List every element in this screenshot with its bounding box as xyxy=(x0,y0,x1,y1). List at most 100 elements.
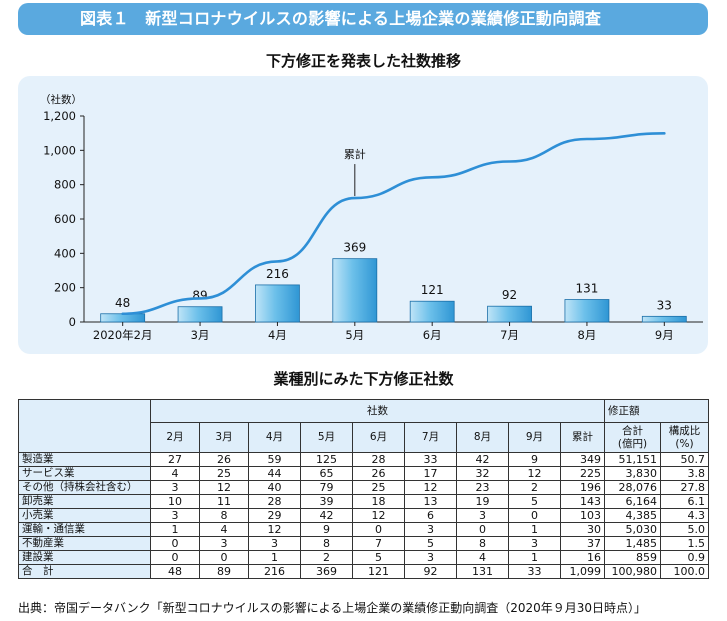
x-tick-label: 5月 xyxy=(345,328,364,342)
bar xyxy=(487,305,532,323)
industry-table: 社数 修正額 2月 3月 4月 5月 6月 7月 8月 9月 累計 合計 (億円) 構成比 (%) 製造… xyxy=(18,399,710,579)
month-value: 12 xyxy=(404,480,457,495)
y-tick-label: 200 xyxy=(54,281,76,295)
ratio-value: 0.9 xyxy=(660,550,710,565)
month-value: 2 xyxy=(508,480,561,495)
ratio-value: 6.1 xyxy=(660,494,710,509)
month-value: 125 xyxy=(300,452,353,467)
y-tick-label: 1,000 xyxy=(43,143,76,157)
month-value: 79 xyxy=(300,480,353,495)
table-row: 運輸・通信業 1 4 12 9 0 3 0 1 30 5,030 5.0 xyxy=(18,522,710,537)
month-value: 0 xyxy=(456,522,509,537)
total-header: 合計 (億円) xyxy=(604,422,662,453)
month-value: 18 xyxy=(352,494,405,509)
month-value: 3 xyxy=(404,550,457,565)
header-count: 社数 xyxy=(149,399,606,423)
cumulative-value: 37 xyxy=(559,536,606,551)
cumulative-value: 143 xyxy=(559,494,606,509)
month-value: 3 xyxy=(404,522,457,537)
month-value: 4 xyxy=(150,466,200,481)
bar-value-label: 131 xyxy=(575,282,598,296)
month-value: 0 xyxy=(150,550,200,565)
month-value: 59 xyxy=(248,452,301,467)
total-value: 28,076 xyxy=(604,480,662,495)
source-note: 出典：帝国データバンク「新型コロナウイルスの影響による上場企業の業績修正動向調査… xyxy=(18,601,647,615)
month-value: 9 xyxy=(300,522,353,537)
month-value: 27 xyxy=(150,452,200,467)
month-value: 369 xyxy=(300,564,353,579)
month-value: 0 xyxy=(150,536,200,551)
month-value: 5 xyxy=(404,536,457,551)
table-sum-row: 合 計 48 89 216 369 121 92 131 33 1,099 100,980 100.0 xyxy=(18,564,710,579)
month-header-cell: 7月 xyxy=(404,422,457,453)
row-label: 建設業 xyxy=(18,550,151,565)
ratio-value: 5.0 xyxy=(660,522,710,537)
total-value: 5,030 xyxy=(604,522,662,537)
bar-value-label: 121 xyxy=(421,283,444,297)
month-value: 32 xyxy=(456,466,509,481)
row-label: 合 計 xyxy=(18,564,151,579)
x-tick-label: 4月 xyxy=(268,328,287,342)
cumulative-annotation: 累計 xyxy=(344,147,366,161)
cumulative-value: 225 xyxy=(559,466,606,481)
month-value: 28 xyxy=(352,452,405,467)
month-header-cell: 6月 xyxy=(352,422,405,453)
month-value: 3 xyxy=(508,536,561,551)
figure-banner-title: 図表１ 新型コロナウイルスの影響による上場企業の業績修正動向調査 xyxy=(18,3,708,35)
x-tick-label: 7月 xyxy=(500,328,519,342)
month-value: 0 xyxy=(508,508,561,523)
table-row: 不動産業 0 3 3 8 7 5 8 3 37 1,485 1.5 xyxy=(18,536,710,551)
y-tick-label: 400 xyxy=(54,246,76,260)
month-value: 26 xyxy=(352,466,405,481)
month-header-cell: 9月 xyxy=(508,422,561,453)
chart-title: 下方修正を発表した社数推移 xyxy=(265,52,461,70)
bar-value-label: 33 xyxy=(657,298,672,312)
month-value: 3 xyxy=(456,508,509,523)
month-value: 1 xyxy=(248,550,301,565)
month-value: 39 xyxy=(300,494,353,509)
table-row: サービス業 4 25 44 65 26 17 32 12 225 3,830 3.8 xyxy=(18,466,710,481)
total-value: 1,485 xyxy=(604,536,662,551)
month-value: 5 xyxy=(508,494,561,509)
month-value: 92 xyxy=(404,564,457,579)
month-value: 33 xyxy=(508,564,561,579)
month-value: 23 xyxy=(456,480,509,495)
month-value: 121 xyxy=(352,564,405,579)
y-tick-label: 800 xyxy=(54,178,76,192)
table-title: 業種別にみた下方修正社数 xyxy=(273,370,454,388)
cumulative-value: 196 xyxy=(559,480,606,495)
month-header-cell: 8月 xyxy=(456,422,509,453)
month-value: 216 xyxy=(248,564,301,579)
cumulative-value: 349 xyxy=(559,452,606,467)
cumulative-header: 累計 xyxy=(559,422,606,453)
month-value: 6 xyxy=(404,508,457,523)
month-value: 26 xyxy=(199,452,249,467)
month-value: 8 xyxy=(199,508,249,523)
bar xyxy=(255,284,300,323)
total-value: 4,385 xyxy=(604,508,662,523)
total-value: 859 xyxy=(604,550,662,565)
month-value: 1 xyxy=(508,522,561,537)
ratio-value: 4.3 xyxy=(660,508,710,523)
bar-value-label: 369 xyxy=(343,241,366,255)
row-label: 不動産業 xyxy=(18,536,151,551)
chart-panel: （社数） 0 200 400 600 800 1,000 1,200 48 2020年2月 89 3月… xyxy=(18,76,708,354)
month-value: 12 xyxy=(352,508,405,523)
total-value: 6,164 xyxy=(604,494,662,509)
total-value: 3,830 xyxy=(604,466,662,481)
month-value: 44 xyxy=(248,466,301,481)
month-value: 19 xyxy=(456,494,509,509)
x-tick-label: 2020年2月 xyxy=(93,328,153,342)
month-value: 17 xyxy=(404,466,457,481)
month-value: 1 xyxy=(150,522,200,537)
bar xyxy=(332,258,378,323)
month-value: 12 xyxy=(248,522,301,537)
month-value: 3 xyxy=(150,508,200,523)
month-value: 3 xyxy=(150,480,200,495)
month-value: 12 xyxy=(199,480,249,495)
month-value: 48 xyxy=(150,564,200,579)
cumulative-value: 1,099 xyxy=(559,564,606,579)
table-row: 卸売業 10 11 28 39 18 13 19 5 143 6,164 6.1 xyxy=(18,494,710,509)
month-value: 25 xyxy=(199,466,249,481)
month-value: 9 xyxy=(508,452,561,467)
